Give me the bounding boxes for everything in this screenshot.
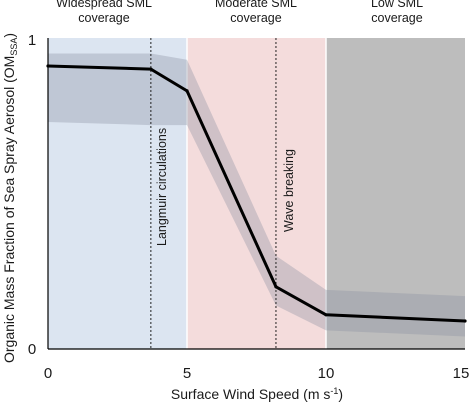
annotation-label-wave-breaking: Wave breaking <box>282 149 296 232</box>
region-label-widespread-2: coverage <box>78 11 129 25</box>
data-line-0 <box>47 64 466 323</box>
region-label-moderate-1: Moderate SML <box>215 0 297 10</box>
y-tick-label-1: 1 <box>28 32 36 49</box>
data-point-0-5 <box>463 319 467 323</box>
x-axis-title-end: ) <box>338 386 343 402</box>
y-axis-title: Organic Mass Fraction of Sea Spray Aeros… <box>1 33 19 363</box>
x-axis-title: Surface Wind Speed (m s-1) <box>171 386 343 402</box>
x-tick-label-5: 5 <box>183 365 191 382</box>
uncertainty-band-0 <box>48 53 465 337</box>
region-label-low-1: Low SML <box>371 0 423 10</box>
region-label-moderate-2: coverage <box>230 11 281 25</box>
region-label-widespread-1: Widespread SML <box>56 0 152 10</box>
region-label-low-2: coverage <box>371 11 422 25</box>
region-low <box>326 38 465 349</box>
data-point-0-1 <box>149 67 153 71</box>
y-axis-title-end: ) <box>1 33 17 38</box>
uncertainty-band-layer <box>48 53 465 337</box>
y-axis-title-sub: SSA <box>9 38 19 56</box>
x-tick-label-15: 15 <box>453 365 470 382</box>
x-axis-title-sup: -1 <box>330 386 338 396</box>
region-widespread <box>48 38 187 349</box>
region-backgrounds <box>48 38 465 349</box>
x-tick-label-10: 10 <box>318 365 335 382</box>
x-tick-label-0: 0 <box>44 365 52 382</box>
y-axis-title-main: Organic Mass Fraction of Sea Spray Aeros… <box>1 56 17 363</box>
annotation-label-langmuir: Langmuir circulations <box>155 128 169 246</box>
data-point-0-2 <box>185 89 189 93</box>
y-tick-label-0: 0 <box>28 341 36 358</box>
axes <box>47 38 465 350</box>
data-point-0-3 <box>274 285 278 289</box>
data-point-0-4 <box>324 313 328 317</box>
region-labels: Widespread SML coverage Moderate SML cov… <box>56 0 423 25</box>
x-axis-title-main: Surface Wind Speed (m s <box>171 386 331 402</box>
region-moderate <box>187 38 326 349</box>
